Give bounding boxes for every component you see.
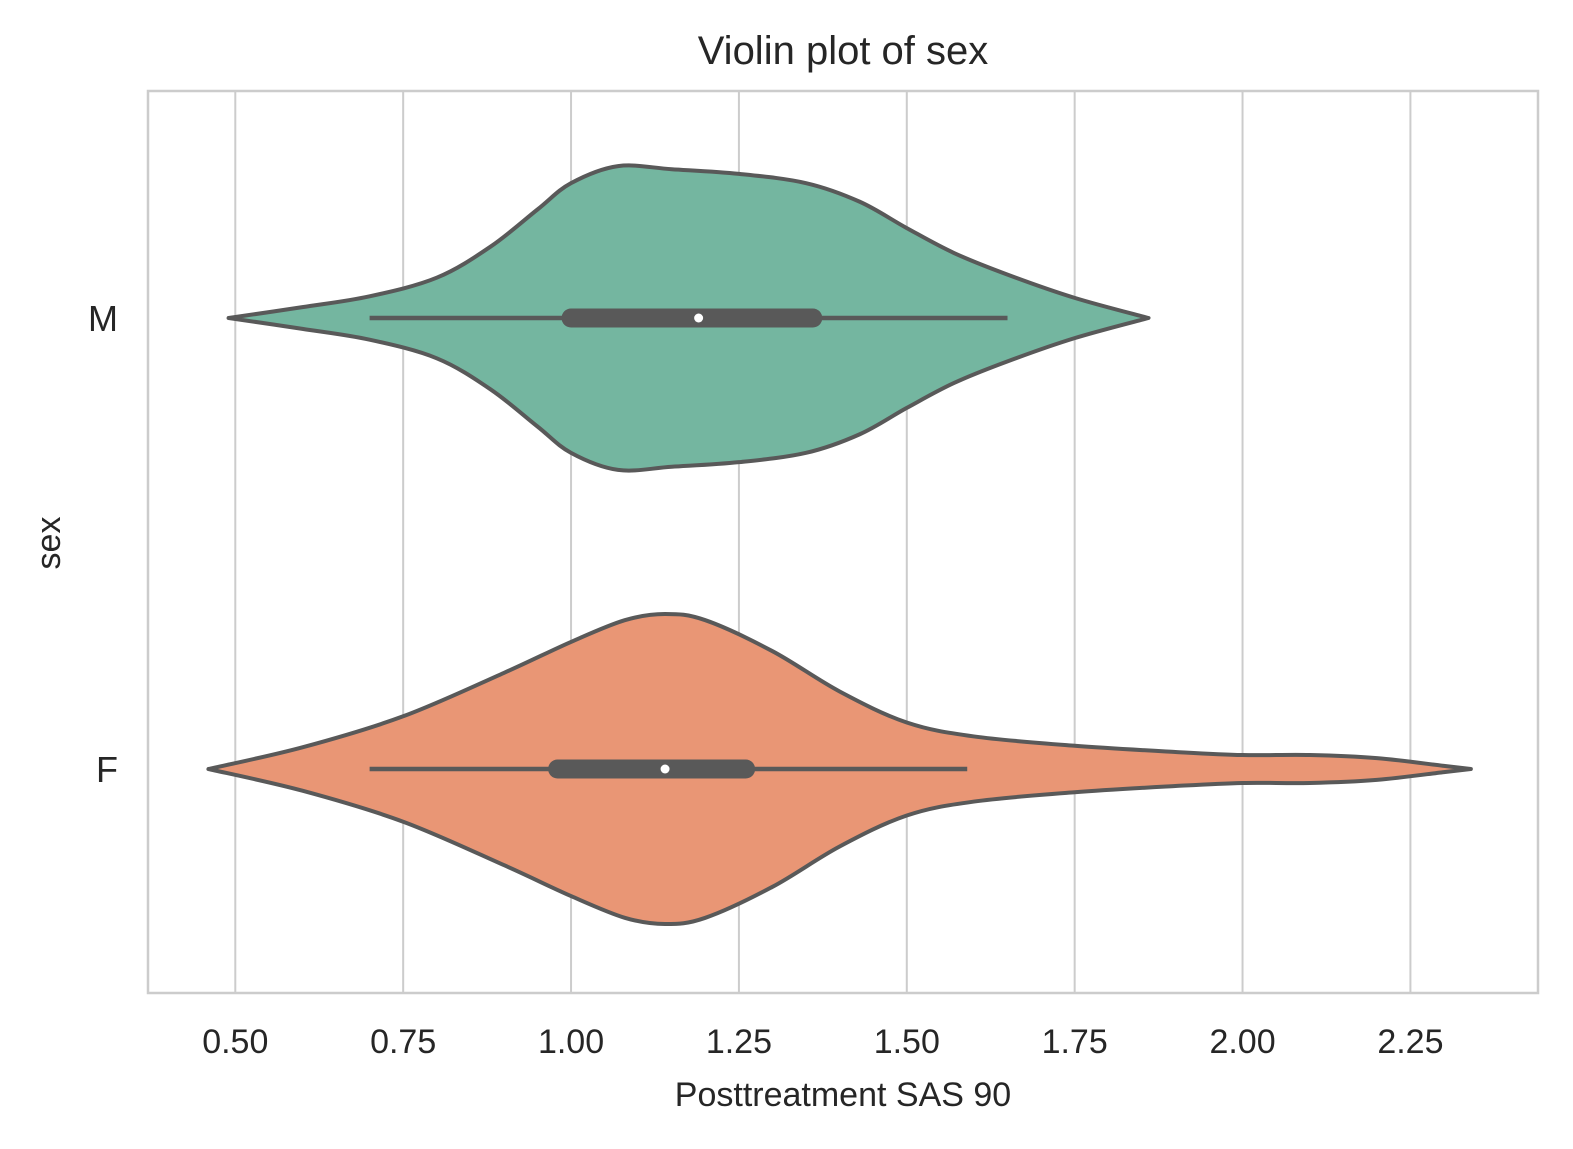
category-label-f: F [96,749,118,790]
chart-title: Violin plot of sex [698,29,989,73]
y-category-labels: MF [88,298,118,790]
y-axis-label: sex [30,517,68,570]
median-marker-m [694,313,704,323]
x-axis-label: Posttreatment SAS 90 [675,1076,1011,1114]
plot-frame [146,89,1540,995]
x-tick-labels: 0.50 0.75 1.00 1.25 1.50 1.75 2.00 2.25 [202,1023,1443,1061]
x-tick-label: 0.75 [370,1023,436,1061]
x-tick-label: 0.50 [202,1023,268,1061]
x-tick-label: 1.25 [706,1023,772,1061]
x-tick-label: 1.50 [874,1023,940,1061]
x-tick-label: 2.00 [1209,1023,1275,1061]
category-label-m: M [88,298,118,339]
median-marker-f [660,764,670,774]
violin-layer [206,163,1473,926]
box-layer [369,308,1008,779]
x-tick-label: 1.00 [538,1023,604,1061]
x-tick-label: 1.75 [1042,1023,1108,1061]
x-tick-label: 2.25 [1377,1023,1443,1061]
